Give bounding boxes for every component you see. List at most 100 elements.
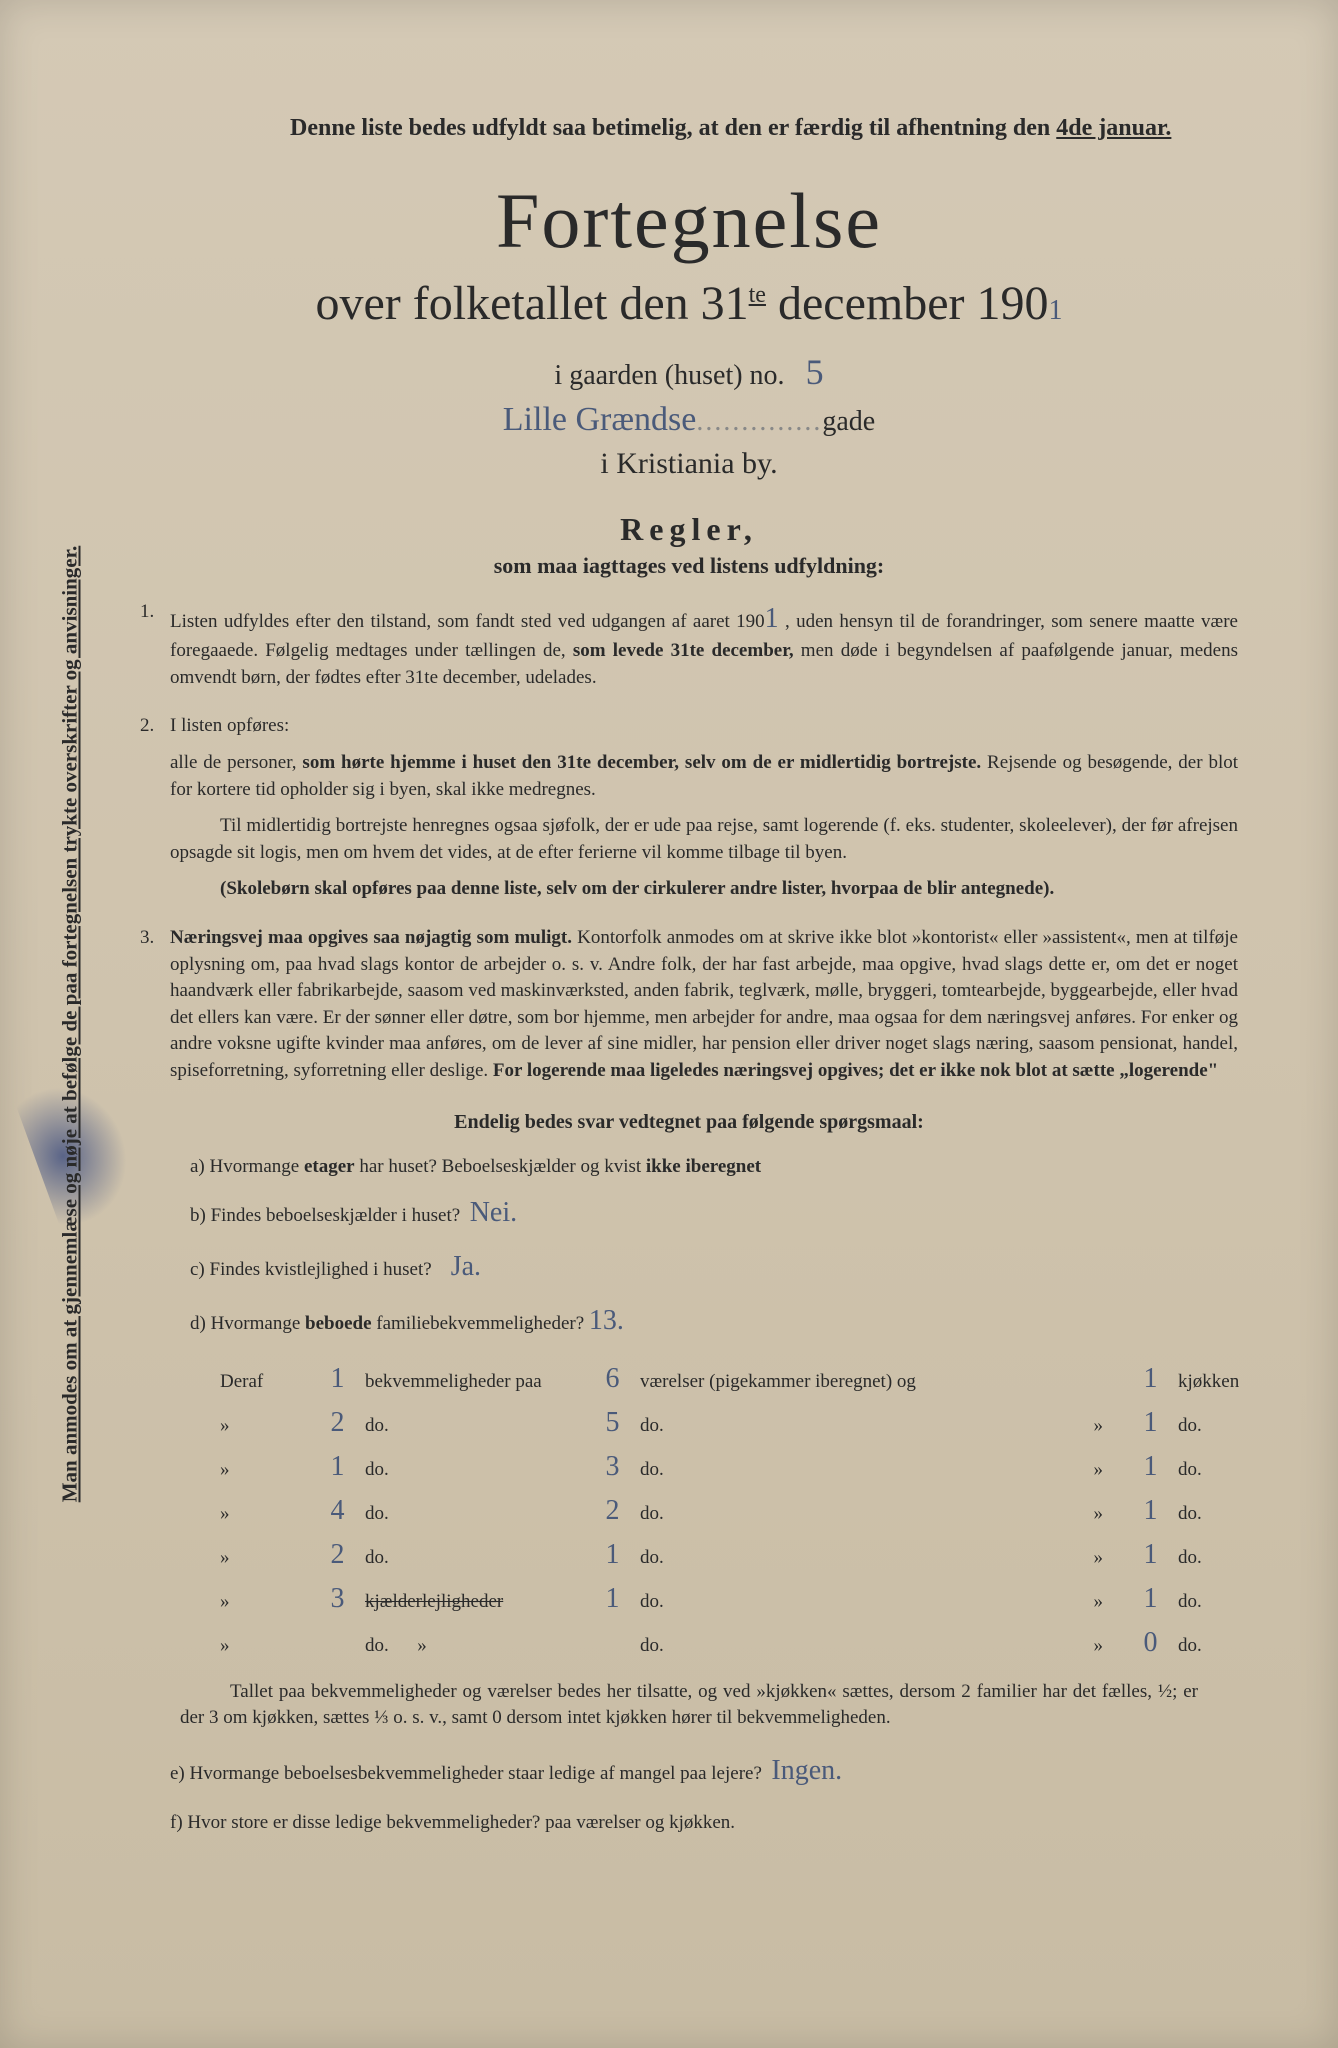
r0-b: 5 [585,1407,640,1439]
qb-text: b) Findes beboelseskjælder i huset? [190,1205,460,1226]
rule1-a: Listen udfyldes efter den tilstand, som … [170,611,765,632]
r4-do3: do. [1178,1591,1238,1613]
r1-do3: do. [1178,1459,1238,1481]
table-row: » 2 do. 1 do.» 1 do. [220,1533,1238,1577]
rule-1-num: 1. [140,599,170,701]
table-row: » 3 kjælderlejligheder 1 do.» 1 do. [220,1577,1238,1621]
regler-heading: Regler, [140,511,1238,548]
subtitle-sup: te [749,282,766,308]
rule1-hw: 1 [765,603,779,634]
top-notice-date: 4de januar. [1056,115,1171,141]
r0-do2: do. [640,1415,664,1436]
city-line: i Kristiania by. [140,447,1238,481]
qa-2: har huset? Beboelseskjælder og kvist [355,1156,646,1177]
th-vaer: værelser (pigekammer iberegnet) og [640,1371,1123,1393]
qb-hw: Nei. [470,1197,517,1228]
rule2-p1bold: som hørte hjemme i huset den 31te decemb… [302,752,981,773]
r0-do1: do. [365,1415,585,1437]
title-sub: over folketallet den 31te december 1901 [140,276,1238,331]
r3-c: 1 [1123,1539,1178,1571]
th-k-hw: 1 [1123,1363,1178,1395]
rule-2-num: 2. [140,713,170,913]
title-main: Fortegnelse [140,176,1238,266]
r4-a: 3 [310,1583,365,1615]
house-number-line: i gaarden (huset) no. 5 [140,351,1238,393]
r2-c: 1 [1123,1495,1178,1527]
house-label: i gaarden (huset) no. [554,360,784,391]
question-c: c) Findes kvistlejlighed i huset? Ja. [190,1242,1238,1292]
r0-c: 1 [1123,1407,1178,1439]
qa-bold: etager [304,1156,355,1177]
r4-b: 1 [585,1583,640,1615]
r4-label: kjælderlejligheder [365,1591,585,1613]
rule1-bold: som levede 31te december, [573,640,794,661]
th-mid: bekvemmeligheder paa [365,1371,585,1393]
rule2-p3: (Skolebørn skal opføres paa denne liste,… [170,876,1238,903]
r5-do1: do. [365,1635,389,1656]
r1-b: 3 [585,1451,640,1483]
r3-do1: do. [365,1547,585,1569]
house-number-hw: 5 [806,352,824,392]
qa-bold2: ikke iberegnet [646,1156,761,1177]
rule-3: 3. Næringsvej maa opgives saa nøjagtig s… [140,925,1238,1095]
r3-do2: do. [640,1547,664,1568]
table-row: » do. » do.» 0 do. [220,1621,1238,1665]
r3-do3: do. [1178,1547,1238,1569]
dwelling-table: Deraf 1 bekvemmeligheder paa 6 værelser … [220,1357,1238,1665]
regler-subheading: som maa iagttages ved listens udfyldning… [140,553,1238,579]
r2-a: 4 [310,1495,365,1527]
question-a: a) Hvormange etager har huset? Beboelses… [190,1150,1238,1184]
r1-do2: do. [640,1459,664,1480]
rule3-body-text: Kontorfolk anmodes om at skrive ikke blo… [170,927,1238,1081]
table-row: » 4 do. 2 do.» 1 do. [220,1489,1238,1533]
rule-1: 1. Listen udfyldes efter den tilstand, s… [140,599,1238,701]
table-header-row: Deraf 1 bekvemmeligheder paa 6 værelser … [220,1357,1238,1401]
r1-c: 1 [1123,1451,1178,1483]
r2-do3: do. [1178,1503,1238,1525]
r2-b: 2 [585,1495,640,1527]
note-tallet: Tallet paa bekvemmeligheder og værelser … [180,1679,1198,1732]
table-row: » 2 do. 5 do.» 1 do. [220,1401,1238,1445]
rule3-bold2: For logerende maa ligeledes næringsvej o… [493,1060,1218,1081]
qd-1: d) Hvormange [190,1313,305,1334]
th-deraf: Deraf [220,1371,310,1393]
r4-c: 1 [1123,1583,1178,1615]
qa-1: a) Hvormange [190,1156,304,1177]
rule-3-num: 3. [140,925,170,1095]
question-b: b) Findes beboelseskjælder i huset? Nei. [190,1188,1238,1238]
r4-do2: do. [640,1591,664,1612]
r0-a: 2 [310,1407,365,1439]
r0-do3: do. [1178,1415,1238,1437]
table-row: » 1 do. 3 do.» 1 do. [220,1445,1238,1489]
th-1-hw: 1 [310,1363,365,1395]
rule3-bold: Næringsvej maa opgives saa nøjagtig som … [170,927,572,948]
sidebar-instruction: Man anmodes om at gjennemlæse og nøje at… [58,124,83,1924]
question-f: f) Hvor store er disse ledige bekvemmeli… [170,1806,1238,1840]
top-notice: Denne liste bedes udfyldt saa betimelig,… [290,110,1198,146]
street-suffix: gade [822,406,875,437]
rule2-intro: I listen opføres: [170,713,1238,740]
top-notice-text: Denne liste bedes udfyldt saa betimelig,… [290,115,1056,141]
questions-block: a) Hvormange etager har huset? Beboelses… [190,1150,1238,1347]
r3-b: 1 [585,1539,640,1571]
rule2-p1a: alle de personer, [170,752,302,773]
qd-bold: beboede [305,1313,372,1334]
qd-2: familiebekvemmeligheder? [372,1313,585,1334]
r1-do1: do. [365,1459,585,1481]
subtitle-part1: over folketallet den 31 [315,277,748,330]
rule-1-body: Listen udfyldes efter den tilstand, som … [170,599,1238,701]
question-d: d) Hvormange beboede familiebekvemmeligh… [190,1296,1238,1346]
document-page: Man anmodes om at gjennemlæse og nøje at… [0,0,1338,2048]
r5-do2: do. [640,1635,664,1656]
r2-do2: do. [640,1503,664,1524]
r3-a: 2 [310,1539,365,1571]
r1-a: 1 [310,1451,365,1483]
rule-3-body: Næringsvej maa opgives saa nøjagtig som … [170,925,1238,1095]
qd-hw: 13. [589,1305,624,1336]
qc-text: c) Findes kvistlejlighed i huset? [190,1259,432,1280]
year-handwritten: 1 [1049,295,1063,326]
qe-text: e) Hvormange beboelsesbekvemmeligheder s… [170,1763,762,1784]
question-e: e) Hvormange beboelsesbekvemmeligheder s… [170,1746,1238,1796]
r2-do1: do. [365,1503,585,1525]
final-heading: Endelig bedes svar vedtegnet paa følgend… [140,1111,1238,1134]
